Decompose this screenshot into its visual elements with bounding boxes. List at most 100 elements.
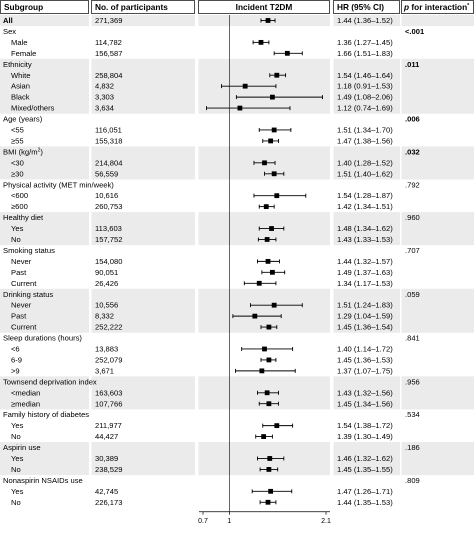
hr-ci-value: 1.43 (1.32–1.56)	[337, 388, 393, 397]
hr-ci-value: 1.54 (1.28–1.87)	[337, 191, 393, 200]
participants-value: 252,079	[95, 355, 122, 364]
subgroup-label: Never	[11, 257, 32, 266]
participants-value: 238,529	[95, 465, 122, 474]
hr-point	[266, 467, 272, 472]
subgroup-label: <55	[11, 126, 24, 135]
subgroup-label: Yes	[11, 487, 24, 496]
hr-point	[265, 258, 271, 264]
hr-point	[263, 204, 269, 210]
hr-ci-value: 1.45 (1.36–1.53)	[337, 355, 393, 364]
hr-point	[265, 499, 271, 505]
hr-point	[268, 138, 274, 144]
participants-value: 214,804	[95, 158, 122, 167]
axis-tick-label: 1	[227, 518, 231, 525]
participants-value: 258,804	[95, 71, 122, 80]
hr-ci-value: 1.51 (1.40–1.62)	[337, 169, 393, 178]
hr-ci-value: 1.18 (0.91–1.53)	[337, 82, 393, 91]
plot-marks	[206, 18, 323, 505]
header-p-interaction: p for interaction*	[403, 2, 470, 12]
hr-ci-value: 1.37 (1.07–1.75)	[337, 366, 393, 375]
participants-value: 3,671	[95, 366, 114, 375]
hr-ci-value: 1.40 (1.28–1.52)	[337, 158, 393, 167]
column-gap	[89, 15, 92, 508]
subgroup-header-label: Townsend deprivation index	[3, 377, 97, 386]
subgroup-label: All	[3, 16, 13, 25]
hr-ci-value: 1.29 (1.04–1.59)	[337, 312, 393, 321]
subgroup-label: ≥median	[11, 399, 40, 408]
subgroup-label: <6	[11, 345, 20, 354]
subgroup-header-label: Smoking status	[3, 246, 55, 255]
hr-point	[262, 160, 267, 166]
hr-point	[269, 226, 274, 231]
participants-value: 3,303	[95, 93, 114, 102]
row-band	[0, 58, 474, 70]
participants-value: 10,556	[95, 301, 118, 310]
participants-value: 211,977	[95, 421, 122, 430]
p-interaction-value: .841	[405, 334, 420, 343]
subgroup-label: <median	[11, 388, 40, 397]
participants-value: 13,883	[95, 345, 118, 354]
subgroup-label: 6-9	[11, 355, 22, 364]
hr-point	[261, 434, 267, 439]
subgroup-label: ≥600	[11, 202, 28, 211]
hr-ci-value: 1.44 (1.32–1.57)	[337, 257, 393, 266]
hr-point	[267, 456, 273, 461]
row-band	[0, 69, 474, 81]
subgroup-label: >9	[11, 366, 20, 375]
hr-point	[274, 193, 280, 199]
subgroup-label: Past	[11, 268, 27, 277]
hr-point	[270, 269, 275, 275]
hr-point	[256, 280, 262, 286]
hr-ci-value: 1.40 (1.14–1.72)	[337, 345, 393, 354]
participants-value: 30,389	[95, 454, 118, 463]
hr-point	[270, 94, 275, 100]
row-band	[0, 212, 474, 224]
hr-point	[271, 302, 277, 308]
row-band	[0, 387, 474, 399]
participants-value: 113,603	[95, 224, 122, 233]
hr-ci-value: 1.44 (1.35–1.53)	[337, 498, 393, 507]
subgroup-label: <30	[11, 158, 24, 167]
participants-value: 156,587	[95, 49, 122, 58]
p-interaction-value: .534	[405, 410, 420, 419]
participants-value: 8,332	[95, 312, 114, 321]
subgroup-label: Current	[11, 279, 37, 288]
subgroup-label: No	[11, 432, 21, 441]
subgroup-header-label: BMI (kg/m2)	[3, 147, 43, 156]
hr-point	[266, 324, 272, 330]
hr-point	[252, 313, 258, 319]
participants-value: 4,832	[95, 82, 114, 91]
participants-value: 157,752	[95, 235, 122, 244]
hr-ci-value: 1.51 (1.24–1.83)	[337, 301, 393, 310]
participants-value: 226,173	[95, 498, 122, 507]
hr-ci-value: 1.39 (1.30–1.49)	[337, 432, 393, 441]
participants-value: 10,616	[95, 191, 118, 200]
axis-tick-label: 2.1	[321, 518, 331, 525]
p-interaction-value: <.001	[405, 27, 425, 36]
p-interaction-value: .059	[405, 290, 420, 299]
hr-point	[242, 83, 248, 89]
row-band	[0, 442, 474, 454]
hr-ci-value: 1.44 (1.36–1.52)	[337, 16, 393, 25]
table-rows: All 271,369 1.44 (1.36–1.52) Sex <.001 Male 11…	[3, 16, 425, 507]
hr-ci-value: 1.49 (1.37–1.63)	[337, 268, 393, 277]
hr-point	[268, 488, 274, 494]
hr-ci-value: 1.46 (1.32–1.62)	[337, 454, 393, 463]
row-band	[0, 398, 474, 410]
row-band	[0, 157, 474, 169]
row-band	[0, 321, 474, 333]
subgroup-header-label: Family history of diabetes	[3, 410, 89, 419]
row-band	[0, 299, 474, 311]
row-band	[0, 146, 474, 158]
subgroup-label: White	[11, 71, 30, 80]
participants-value: 42,745	[95, 487, 118, 496]
hr-point	[274, 423, 280, 429]
participants-value: 252,222	[95, 323, 122, 332]
hr-ci-value: 1.47 (1.38–1.56)	[337, 136, 393, 145]
header-subgroup: Subgroup	[4, 2, 43, 12]
hr-point	[265, 18, 271, 23]
hr-point	[284, 50, 290, 56]
hr-ci-value: 1.45 (1.35–1.55)	[337, 465, 393, 474]
axis-tick-label: 0.7	[198, 518, 208, 525]
